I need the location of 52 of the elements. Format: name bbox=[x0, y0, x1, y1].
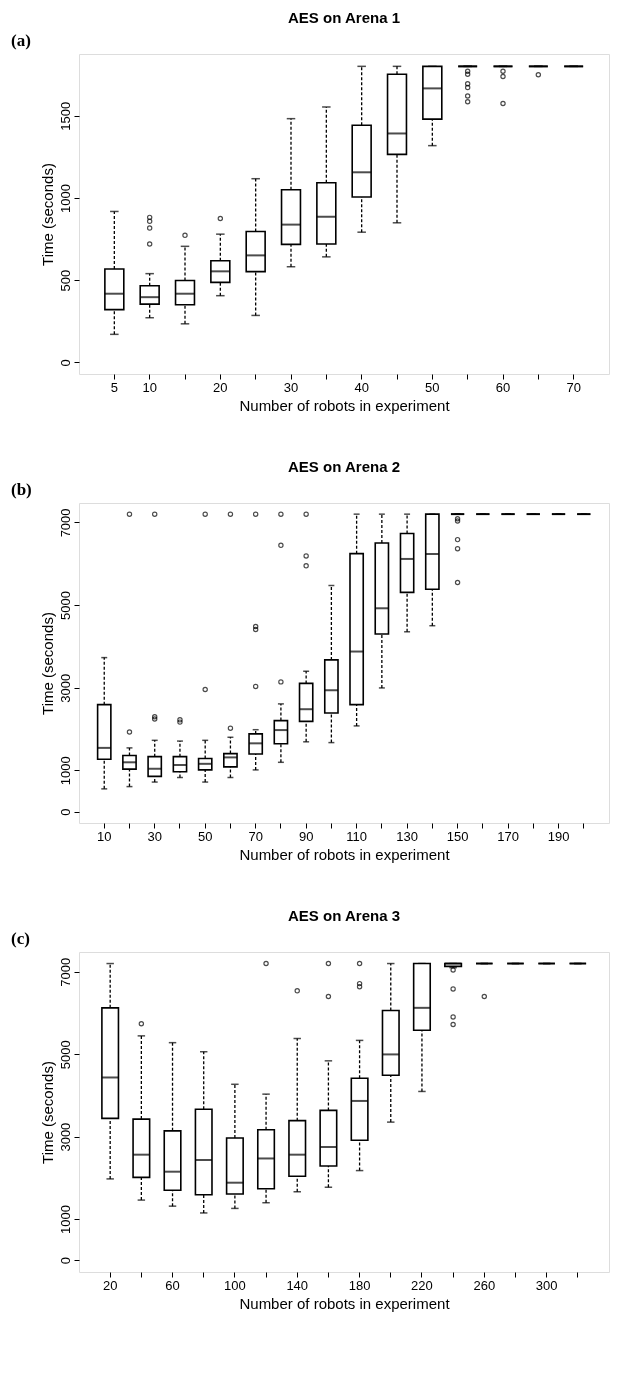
text: (b) bbox=[11, 480, 32, 499]
x-tick-label: 110 bbox=[346, 828, 367, 844]
x-axis-title: Number of robots in experiment bbox=[239, 396, 451, 414]
y-tick-label: 7000 bbox=[57, 957, 73, 987]
x-tick-label: 140 bbox=[286, 1277, 309, 1293]
chart-title: AES on Arena 2 bbox=[288, 458, 400, 475]
x-tick-label: 260 bbox=[473, 1277, 496, 1293]
x-tick-label: 60 bbox=[165, 1277, 180, 1293]
x-tick-label: 220 bbox=[411, 1277, 433, 1293]
x-tick-label: 50 bbox=[425, 379, 440, 395]
x-tick-label: 100 bbox=[224, 1277, 246, 1293]
x-tick-label: 180 bbox=[348, 1277, 371, 1293]
x-tick-label: 130 bbox=[396, 828, 418, 844]
y-axis-title: Time (seconds) bbox=[38, 1061, 56, 1164]
x-tick-label: 10 bbox=[97, 828, 112, 844]
y-tick-label: 5000 bbox=[57, 591, 73, 621]
y-axis-title: Time (seconds) bbox=[38, 612, 56, 715]
text: (c) bbox=[11, 929, 30, 948]
x-tick-label: 20 bbox=[213, 379, 228, 395]
x-tick-label: 30 bbox=[283, 379, 299, 395]
y-tick-label: 1000 bbox=[57, 756, 73, 786]
x-tick-label: 150 bbox=[446, 828, 469, 844]
x-tick-label: 170 bbox=[497, 828, 519, 844]
x-tick-label: 190 bbox=[547, 828, 570, 844]
y-tick-label: 7000 bbox=[57, 508, 73, 538]
chart-title: AES on Arena 1 bbox=[288, 9, 400, 26]
text: (a) bbox=[11, 31, 31, 50]
y-tick-label: 1000 bbox=[57, 1205, 73, 1235]
y-tick-label: 1000 bbox=[57, 184, 73, 213]
x-tick-label: 90 bbox=[298, 828, 314, 844]
y-tick-label: 0 bbox=[57, 808, 73, 816]
y-tick-label: 3000 bbox=[57, 1122, 73, 1152]
x-tick-label: 50 bbox=[197, 828, 213, 844]
x-tick-label: 10 bbox=[142, 379, 157, 395]
x-tick-label: 30 bbox=[147, 828, 162, 844]
x-tick-label: 70 bbox=[248, 828, 263, 844]
x-axis-title: Number of robots in experiment bbox=[239, 1294, 451, 1312]
y-tick-label: 0 bbox=[57, 1257, 73, 1265]
x-tick-label: 40 bbox=[354, 379, 369, 395]
y-tick-label: 1500 bbox=[57, 101, 73, 131]
x-tick-label: 20 bbox=[102, 1277, 118, 1293]
x-tick-label: 70 bbox=[566, 379, 581, 395]
x-tick-label: 5 bbox=[110, 379, 118, 395]
x-axis-title: Number of robots in experiment bbox=[239, 845, 451, 863]
y-axis-title: Time (seconds) bbox=[38, 163, 56, 266]
y-tick-label: 500 bbox=[57, 269, 73, 292]
y-tick-label: 0 bbox=[57, 359, 73, 367]
chart-title: AES on Arena 3 bbox=[288, 907, 400, 924]
x-tick-label: 60 bbox=[495, 379, 511, 395]
x-tick-label: 300 bbox=[535, 1277, 558, 1293]
y-tick-label: 3000 bbox=[57, 673, 73, 703]
y-tick-label: 5000 bbox=[57, 1040, 73, 1070]
